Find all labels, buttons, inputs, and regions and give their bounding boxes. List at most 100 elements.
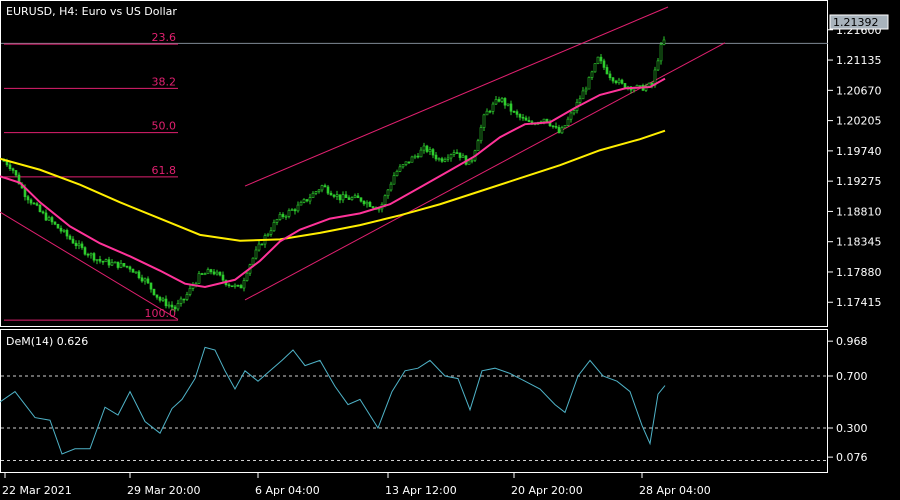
candle-body bbox=[437, 158, 441, 160]
fib-level-label: 23.6 bbox=[152, 31, 177, 44]
main-plot: 23.6 38.2 50.0 61.8 100.0 bbox=[0, 6, 828, 321]
candle-body bbox=[227, 284, 231, 287]
candle-body bbox=[389, 183, 393, 191]
candle-body bbox=[551, 125, 555, 128]
candle-body bbox=[308, 197, 312, 202]
indicator-tick-label: 0.300 bbox=[836, 422, 868, 435]
candle-body bbox=[62, 230, 66, 232]
demarker-line bbox=[0, 346, 666, 455]
candle-body bbox=[362, 200, 366, 205]
candle-body bbox=[449, 154, 453, 159]
candle-body bbox=[35, 203, 39, 206]
price-tick-label: 1.18810 bbox=[836, 205, 882, 218]
candle-body bbox=[254, 249, 258, 259]
candle-body bbox=[110, 262, 114, 266]
candle-body bbox=[245, 272, 249, 281]
candle-body bbox=[197, 273, 201, 284]
candle-body bbox=[605, 67, 609, 75]
candle-body bbox=[509, 103, 513, 112]
candle-body bbox=[479, 127, 483, 142]
candle-body bbox=[68, 235, 72, 240]
candle-body bbox=[26, 196, 30, 201]
time-tick-label: 29 Mar 20:00 bbox=[127, 484, 200, 497]
candle-body bbox=[347, 197, 351, 200]
candle-body bbox=[107, 259, 111, 266]
candle-body bbox=[407, 161, 411, 164]
candle-body bbox=[146, 278, 150, 284]
candle-body bbox=[41, 211, 45, 214]
time-tick-label: 13 Apr 12:00 bbox=[385, 484, 457, 497]
candle-body bbox=[296, 204, 300, 212]
candle-body bbox=[611, 77, 615, 82]
candle-body bbox=[452, 152, 456, 155]
candle-body bbox=[563, 125, 567, 129]
indicator-plot bbox=[0, 346, 827, 461]
candle-body bbox=[527, 120, 531, 122]
candle-body bbox=[206, 269, 210, 275]
candle-body bbox=[491, 103, 495, 112]
candle-body bbox=[647, 82, 651, 87]
candle-body bbox=[329, 192, 333, 196]
candle-body bbox=[218, 271, 222, 276]
candle-body bbox=[614, 80, 618, 84]
candle-body bbox=[38, 204, 42, 213]
candle-body bbox=[179, 298, 183, 304]
indicator-panel-frame bbox=[0, 329, 828, 473]
candle-body bbox=[455, 152, 459, 154]
candle-body bbox=[341, 194, 345, 201]
candle-body bbox=[410, 156, 414, 163]
candle-body bbox=[458, 152, 462, 158]
candle-body bbox=[383, 195, 387, 205]
candle-body bbox=[17, 174, 21, 185]
price-tick-label: 1.20670 bbox=[836, 84, 882, 97]
indicator-label: DeM(14) 0.626 bbox=[6, 335, 88, 348]
candle-body bbox=[425, 145, 429, 152]
candle-body bbox=[230, 285, 234, 288]
candle-body bbox=[272, 222, 276, 232]
time-tick-label: 6 Apr 04:00 bbox=[255, 484, 320, 497]
candle-body bbox=[338, 194, 342, 201]
candle-body bbox=[98, 259, 102, 262]
candle-body bbox=[173, 306, 177, 310]
candle-body bbox=[431, 149, 435, 156]
candle-body bbox=[239, 285, 243, 289]
price-axis: 1.216001.211351.206701.202051.197401.192… bbox=[828, 24, 882, 309]
candle-body bbox=[335, 194, 339, 197]
candle-body bbox=[488, 110, 492, 113]
candle-body bbox=[212, 271, 216, 275]
candle-body bbox=[203, 273, 207, 276]
candle-body bbox=[377, 208, 381, 211]
candle-body bbox=[71, 238, 75, 244]
price-tick-label: 1.21135 bbox=[836, 54, 882, 67]
candle-body bbox=[557, 127, 561, 134]
candle-body bbox=[290, 209, 294, 211]
candle-body bbox=[593, 63, 597, 73]
candle-body bbox=[518, 114, 522, 118]
candle-body bbox=[392, 175, 396, 185]
candle-body bbox=[155, 294, 159, 298]
candle-body bbox=[287, 210, 291, 217]
candle-body bbox=[356, 195, 360, 199]
candle-body bbox=[323, 185, 327, 188]
candle-body bbox=[446, 157, 450, 160]
candle-body bbox=[434, 154, 438, 160]
channel-line bbox=[0, 211, 179, 320]
candle-body bbox=[293, 209, 297, 212]
candle-body bbox=[95, 259, 99, 261]
candle-body bbox=[233, 284, 237, 287]
candle-body bbox=[122, 263, 126, 267]
candle-body bbox=[236, 284, 240, 287]
candle-body bbox=[512, 110, 516, 113]
candle-body bbox=[182, 298, 186, 301]
candle-body bbox=[590, 71, 594, 78]
candle-body bbox=[332, 194, 336, 197]
price-tick-label: 1.17415 bbox=[836, 296, 882, 309]
candle-body bbox=[344, 194, 348, 198]
candle-body bbox=[506, 103, 510, 106]
candle-body bbox=[134, 271, 138, 274]
candle-body bbox=[128, 266, 132, 270]
candle-body bbox=[44, 212, 48, 221]
candle-body bbox=[419, 149, 423, 158]
candle-body bbox=[440, 158, 444, 162]
